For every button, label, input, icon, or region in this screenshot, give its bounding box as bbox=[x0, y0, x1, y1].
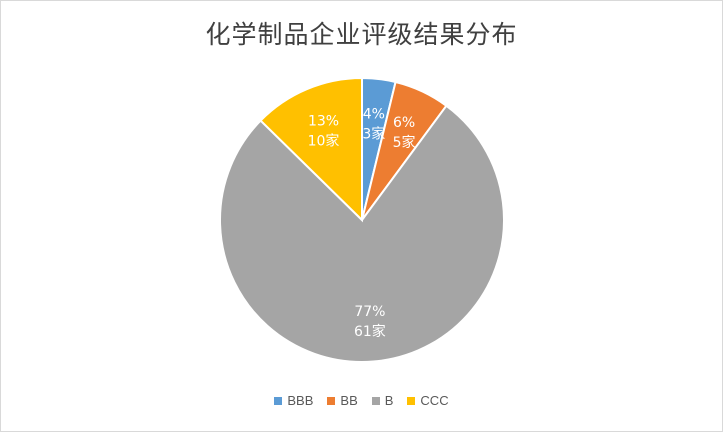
data-label-b-count: 61家 bbox=[354, 323, 386, 340]
legend-swatch bbox=[371, 396, 380, 405]
data-label-bbb-count: 3家 bbox=[362, 125, 385, 142]
legend-label: BB bbox=[340, 393, 358, 408]
legend-label: B bbox=[384, 393, 394, 408]
legend-item-bbb: BBB bbox=[274, 393, 313, 408]
pie-labels: 4% 3家 6% 5家 77% 61家 13% 10家 bbox=[308, 106, 416, 340]
data-label-bb-count: 5家 bbox=[393, 134, 416, 151]
data-label-bb-percent: 6% bbox=[393, 115, 415, 131]
legend-item-b: B bbox=[371, 393, 394, 408]
pie-slice-b bbox=[219, 104, 505, 363]
chart-title: 化学制品企业评级结果分布 bbox=[205, 20, 518, 49]
legend-item-ccc: CCC bbox=[407, 393, 449, 408]
legend-swatch bbox=[407, 396, 416, 405]
pie-slices bbox=[219, 76, 505, 363]
legend-swatch bbox=[274, 396, 283, 405]
data-label-ccc-percent: 13% bbox=[308, 113, 339, 129]
legend-swatch bbox=[327, 396, 336, 405]
legend-item-bb: BB bbox=[327, 393, 358, 408]
data-label-ccc-count: 10家 bbox=[308, 132, 340, 149]
legend: BBB BB B CCC bbox=[1, 393, 722, 408]
data-label-bbb-percent: 4% bbox=[363, 106, 385, 122]
data-label-b-percent: 77% bbox=[354, 304, 385, 320]
legend-label: BBB bbox=[287, 393, 314, 408]
pie-slice-ccc bbox=[259, 76, 363, 223]
legend-label: CCC bbox=[420, 393, 449, 408]
